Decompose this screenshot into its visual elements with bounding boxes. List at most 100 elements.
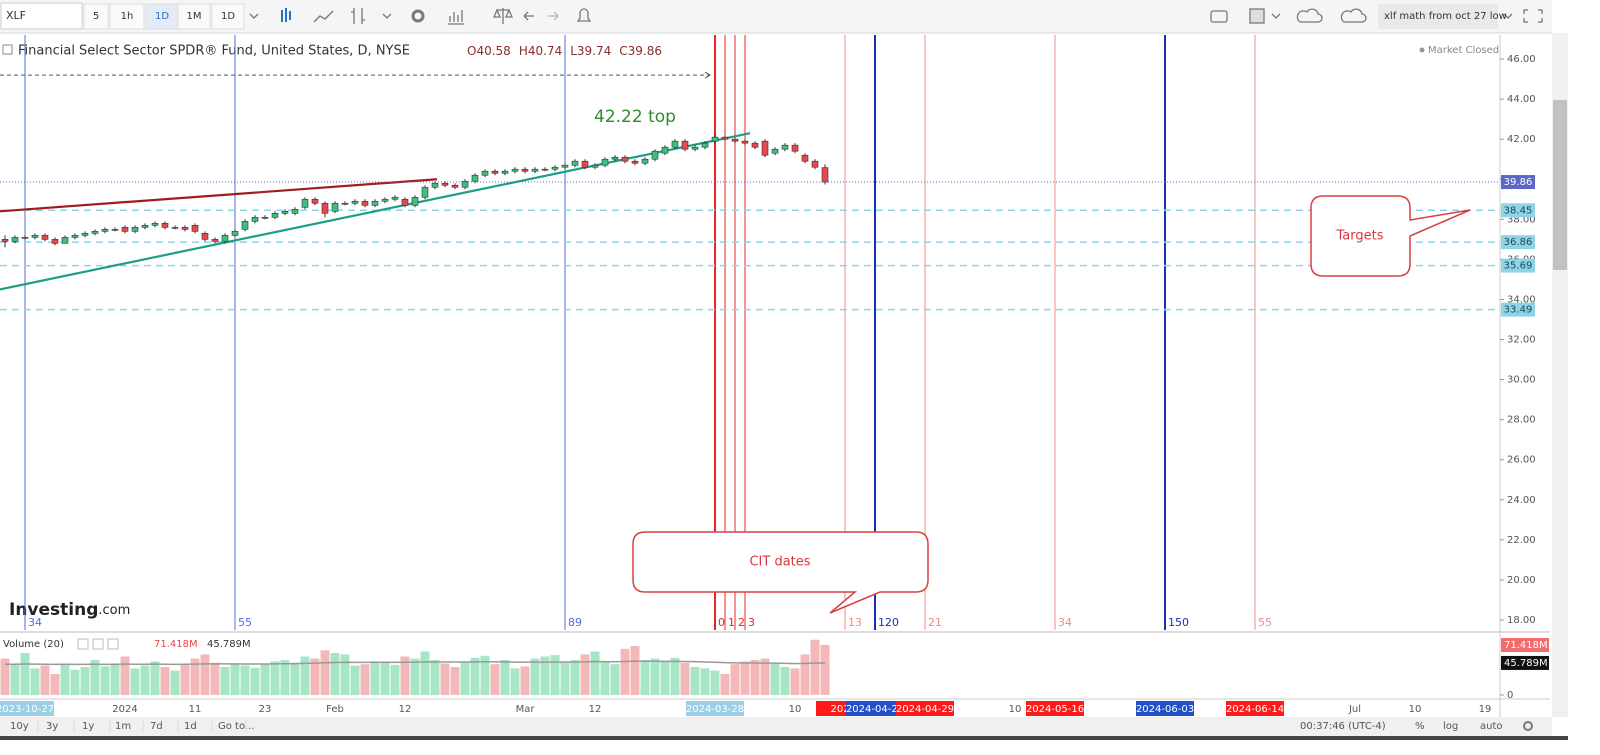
compare-icon[interactable] (493, 8, 513, 24)
candle-body (611, 156, 619, 160)
candle-body (241, 221, 249, 230)
volume-last-box (1501, 638, 1549, 653)
range-button[interactable]: 1y (82, 721, 94, 732)
y-tick-label: 26.00 (1507, 455, 1536, 466)
volume-bar (320, 650, 330, 695)
dropdown-icon[interactable] (1503, 13, 1513, 19)
range-button[interactable]: 1d (184, 721, 197, 732)
volume-icon[interactable] (107, 638, 119, 650)
volume-bar (150, 661, 160, 695)
range-button[interactable]: 7d (150, 721, 163, 732)
volume-icon[interactable] (92, 638, 104, 650)
candle-body (521, 168, 529, 172)
x-tick-label: Feb (326, 704, 344, 715)
undo-icon[interactable] (523, 11, 534, 21)
volume-bar (130, 668, 140, 695)
cloud-save-icon[interactable] (1340, 8, 1367, 23)
interval-label: 1h (121, 11, 134, 22)
symbol-input[interactable] (0, 2, 83, 30)
y-tick-label: 42.00 (1507, 134, 1536, 145)
candle-body (441, 182, 449, 186)
candle-body (451, 184, 459, 188)
targets-callout (1310, 195, 1471, 277)
candle-body (481, 170, 489, 176)
candle-body (121, 227, 129, 232)
scale-option[interactable]: % (1415, 721, 1425, 732)
ohlc-value: 40.74 (528, 44, 562, 58)
line-icon[interactable] (313, 10, 334, 23)
price-label: 35.69 (1504, 261, 1533, 272)
volume-last-label: 71.418M (1504, 640, 1548, 651)
y-tick-label: 28.00 (1507, 415, 1536, 426)
volume-bar (160, 667, 170, 695)
interval-button[interactable] (211, 3, 245, 30)
volume-bar (390, 664, 400, 695)
volume-bar (400, 656, 410, 695)
redo-icon[interactable] (548, 11, 559, 21)
volume-bar (780, 667, 790, 695)
scale-option[interactable]: auto (1480, 721, 1503, 732)
color-icon[interactable] (1249, 8, 1265, 24)
volume-bar (350, 665, 360, 695)
scale-option[interactable]: log (1443, 721, 1458, 732)
volume-bar (650, 658, 660, 695)
volume-bar (610, 664, 620, 695)
volume-bar (570, 660, 580, 695)
volume-bar (220, 667, 230, 695)
fullscreen-icon[interactable] (1523, 9, 1543, 23)
candle-body (671, 140, 679, 148)
volume-bar (120, 656, 130, 695)
volume-bar (690, 667, 700, 695)
range-button[interactable]: 10y (10, 721, 29, 732)
volume-icon[interactable] (77, 638, 89, 650)
settings-icon[interactable] (411, 9, 425, 23)
cloud-load-icon[interactable] (1296, 8, 1323, 23)
candle-body (571, 160, 579, 166)
candle-body (461, 180, 469, 188)
candle-body (201, 233, 209, 240)
camera-icon[interactable] (1210, 10, 1228, 23)
cycle-label: 3 (748, 616, 755, 629)
volume-legend-last: 71.418M (154, 639, 198, 650)
price-label: 38.45 (1504, 205, 1533, 216)
ohlc-value: 39.86 (628, 44, 662, 58)
range-button[interactable]: Go to... (218, 721, 254, 732)
interval-label: 1D (155, 11, 169, 22)
dropdown-icon[interactable] (382, 13, 392, 19)
indicators-icon[interactable] (448, 10, 464, 25)
alert-icon[interactable] (576, 8, 592, 22)
price-label-box (1501, 258, 1535, 273)
collapse-icon[interactable] (2, 44, 13, 55)
volume-bar (490, 664, 500, 695)
interval-button[interactable] (177, 3, 211, 30)
volume-bar (550, 655, 560, 695)
volume-bar (330, 653, 340, 695)
candle-body (531, 168, 539, 172)
candle-body (771, 148, 779, 154)
candle-body (351, 200, 359, 204)
interval-button[interactable] (83, 3, 109, 30)
bars-icon[interactable] (351, 8, 365, 24)
candle-body (331, 202, 339, 212)
range-button[interactable]: 1m (115, 721, 131, 732)
volume-bar (430, 660, 440, 695)
ohlc-value: 40.58 (476, 44, 510, 58)
candle-body (21, 237, 29, 239)
interval-button[interactable] (109, 3, 145, 30)
date-box (1226, 701, 1284, 716)
targets-label: Targets (1336, 229, 1384, 244)
interval-button[interactable] (145, 3, 179, 30)
volume-bar (260, 664, 270, 695)
volume-bar (30, 668, 40, 695)
candle-body (511, 168, 519, 172)
dropdown-icon[interactable] (249, 13, 259, 19)
brand-suffix: .com (98, 603, 130, 618)
layout-box[interactable] (1378, 4, 1498, 29)
footer-settings[interactable] (1523, 721, 1533, 731)
range-button[interactable]: 3y (46, 721, 58, 732)
candle-icon[interactable] (281, 8, 291, 22)
cycle-label: 120 (878, 616, 899, 629)
candle-body (61, 237, 69, 244)
scrollbar-thumb[interactable] (1553, 100, 1567, 270)
dropdown-icon[interactable] (1271, 13, 1281, 19)
